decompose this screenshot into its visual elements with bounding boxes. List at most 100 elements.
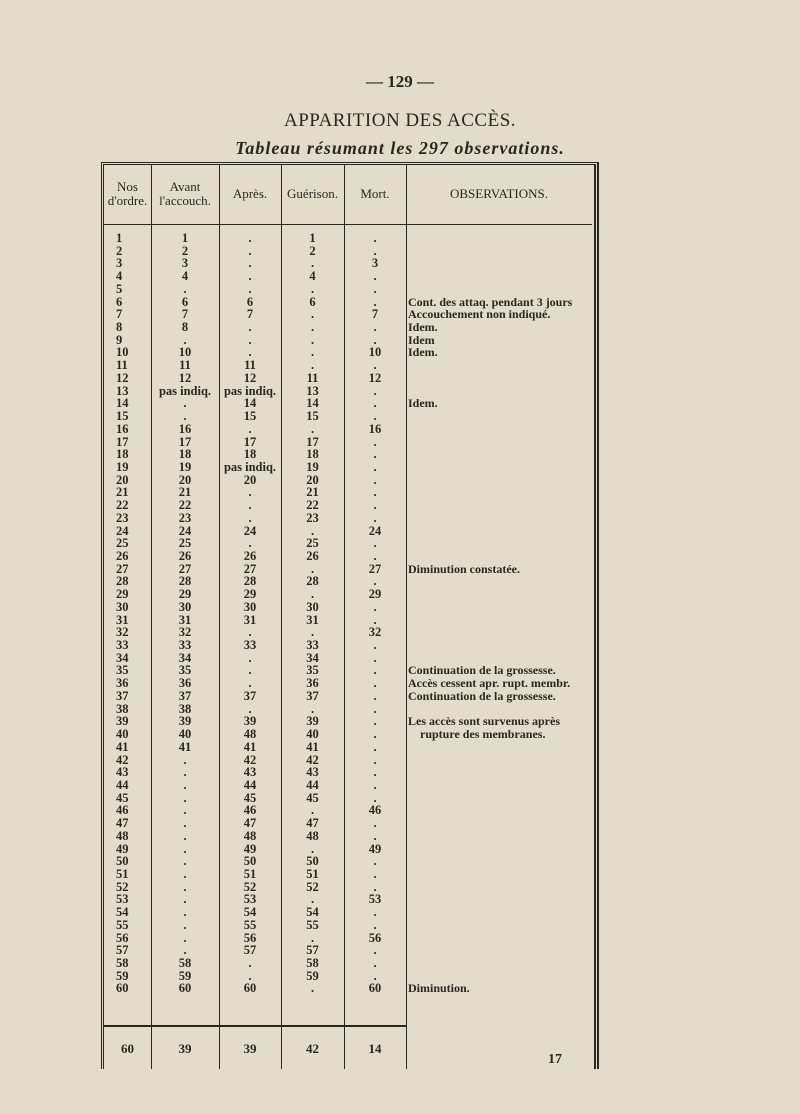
table-row: 57. 57 57. <box>104 944 594 957</box>
cell-apres: 11 <box>244 358 256 373</box>
page-title: APPARITION DES ACCÈS. <box>283 110 517 131</box>
cell-apres: 15 <box>243 409 257 424</box>
table-row: 23 23. 23. <box>104 512 594 525</box>
cell-no-ordre: 40 <box>116 727 129 742</box>
cell-mort: . <box>373 879 377 894</box>
cell-no-ordre: 42 <box>116 752 129 767</box>
cell-guerison: . <box>310 358 315 373</box>
column-divider <box>281 165 282 1069</box>
cell-mort: 12 <box>368 370 382 385</box>
observations-table: Nos d'ordre. Avant l'accouch. Après. Gué… <box>101 162 599 1069</box>
column-divider <box>219 165 220 1069</box>
cell-avant: . <box>183 828 187 843</box>
cell-no-ordre: 19 <box>116 459 129 474</box>
cell-avant: . <box>183 765 187 780</box>
cell-avant: . <box>183 332 187 347</box>
total-apres: 39 <box>243 1041 257 1056</box>
cell-guerison: . <box>310 345 315 360</box>
cell-no-ordre: 49 <box>116 841 129 856</box>
cell-avant: . <box>183 854 187 869</box>
cell-no-ordre: 22 <box>116 498 129 513</box>
cell-guerison: . <box>310 625 315 640</box>
cell-guerison: . <box>310 930 315 945</box>
table-row: 16 16.. 16 <box>104 423 594 436</box>
cell-guerison: 20 <box>306 472 319 487</box>
cell-no-ordre: 50 <box>116 854 129 869</box>
cell-mort: . <box>373 638 377 653</box>
cell-observation: Continuation de la grossesse. <box>408 688 556 703</box>
cell-avant: pas indiq. <box>158 383 212 398</box>
cell-apres: 45 <box>243 790 257 805</box>
cell-no-ordre: 46 <box>116 803 129 818</box>
header-apres: Après. <box>232 186 268 201</box>
cell-guerison: 31 <box>306 612 319 627</box>
cell-apres: 39 <box>243 714 257 729</box>
cell-mort: . <box>373 854 377 869</box>
cell-no-ordre: 20 <box>116 472 129 487</box>
cell-no-ordre: 53 <box>116 892 129 907</box>
cell-avant: . <box>183 816 187 831</box>
cell-mort: . <box>373 485 377 500</box>
cell-mort: 29 <box>368 587 382 602</box>
cell-apres: . <box>248 231 252 245</box>
cell-mort: . <box>373 396 377 411</box>
cell-avant: 60 <box>178 981 192 996</box>
cell-avant: 17 <box>178 434 192 449</box>
cell-avant: 8 <box>181 320 189 335</box>
cell-observation: Les accès sont survenus après <box>408 714 560 729</box>
header-observations: OBSERVATIONS. <box>449 186 549 201</box>
cell-mort: . <box>373 943 377 958</box>
cell-guerison: 6 <box>309 294 316 309</box>
cell-mort: . <box>373 294 377 309</box>
cell-mort: 53 <box>368 892 382 907</box>
cell-avant: 1 <box>181 231 189 245</box>
cell-apres: . <box>248 676 252 691</box>
cell-no-ordre: 52 <box>116 879 129 894</box>
cell-no-ordre: 29 <box>116 587 129 602</box>
cell-no-ordre: 39 <box>116 714 129 729</box>
table-row: 38 38... <box>104 702 594 716</box>
cell-guerison: 14 <box>306 396 319 411</box>
cell-avant: 30 <box>178 599 192 614</box>
cell-guerison: 22 <box>306 498 319 513</box>
cell-guerison: 51 <box>306 867 319 881</box>
cell-apres: 6 <box>246 294 254 309</box>
cell-guerison: 26 <box>306 549 319 563</box>
table-row: 55. 55 55. <box>104 919 594 932</box>
cell-guerison: 59 <box>306 968 319 983</box>
page-number: — 129 — <box>366 72 434 91</box>
cell-mort: . <box>373 956 377 971</box>
table-row: 49. 49. 49 <box>104 841 594 856</box>
cell-observation: Idem. <box>408 345 438 360</box>
cell-avant: . <box>183 396 187 411</box>
cell-guerison: 33 <box>306 638 319 653</box>
cell-guerison: 25 <box>306 536 319 551</box>
cell-guerison: 35 <box>306 663 319 678</box>
cell-avant: 21 <box>178 485 192 500</box>
table-row: 40 40 48 40. rupture des membranes. <box>104 728 594 741</box>
cell-no-ordre: 15 <box>116 409 129 424</box>
table-row: 44. 44 44. <box>104 779 594 792</box>
cell-no-ordre: 11 <box>116 358 128 373</box>
cell-apres: . <box>248 269 252 284</box>
cell-guerison: 58 <box>306 956 319 971</box>
cell-avant: 33 <box>178 638 192 653</box>
cell-mort: 7 <box>371 307 379 322</box>
table-row: 15. 15 15. <box>104 410 594 423</box>
cell-apres: . <box>248 956 252 971</box>
cell-no-ordre: 2 <box>116 243 123 258</box>
cell-apres: 49 <box>243 841 257 856</box>
cell-avant: 27 <box>178 561 192 576</box>
cell-apres: 55 <box>243 917 257 932</box>
table-row: 58 58. 58. <box>104 957 594 970</box>
cell-guerison: . <box>310 981 315 996</box>
cell-avant: 18 <box>178 447 192 462</box>
cell-mort: . <box>373 752 377 767</box>
cell-mort: . <box>373 320 377 335</box>
cell-avant: 12 <box>178 370 192 385</box>
cell-avant: 16 <box>178 421 192 436</box>
cell-guerison: 45 <box>306 790 319 805</box>
cell-observation: Cont. des attaq. pendant 3 jours <box>408 294 573 309</box>
header-no-ordre: Nos d'ordre. <box>107 179 148 208</box>
cell-no-ordre: 23 <box>116 510 129 525</box>
